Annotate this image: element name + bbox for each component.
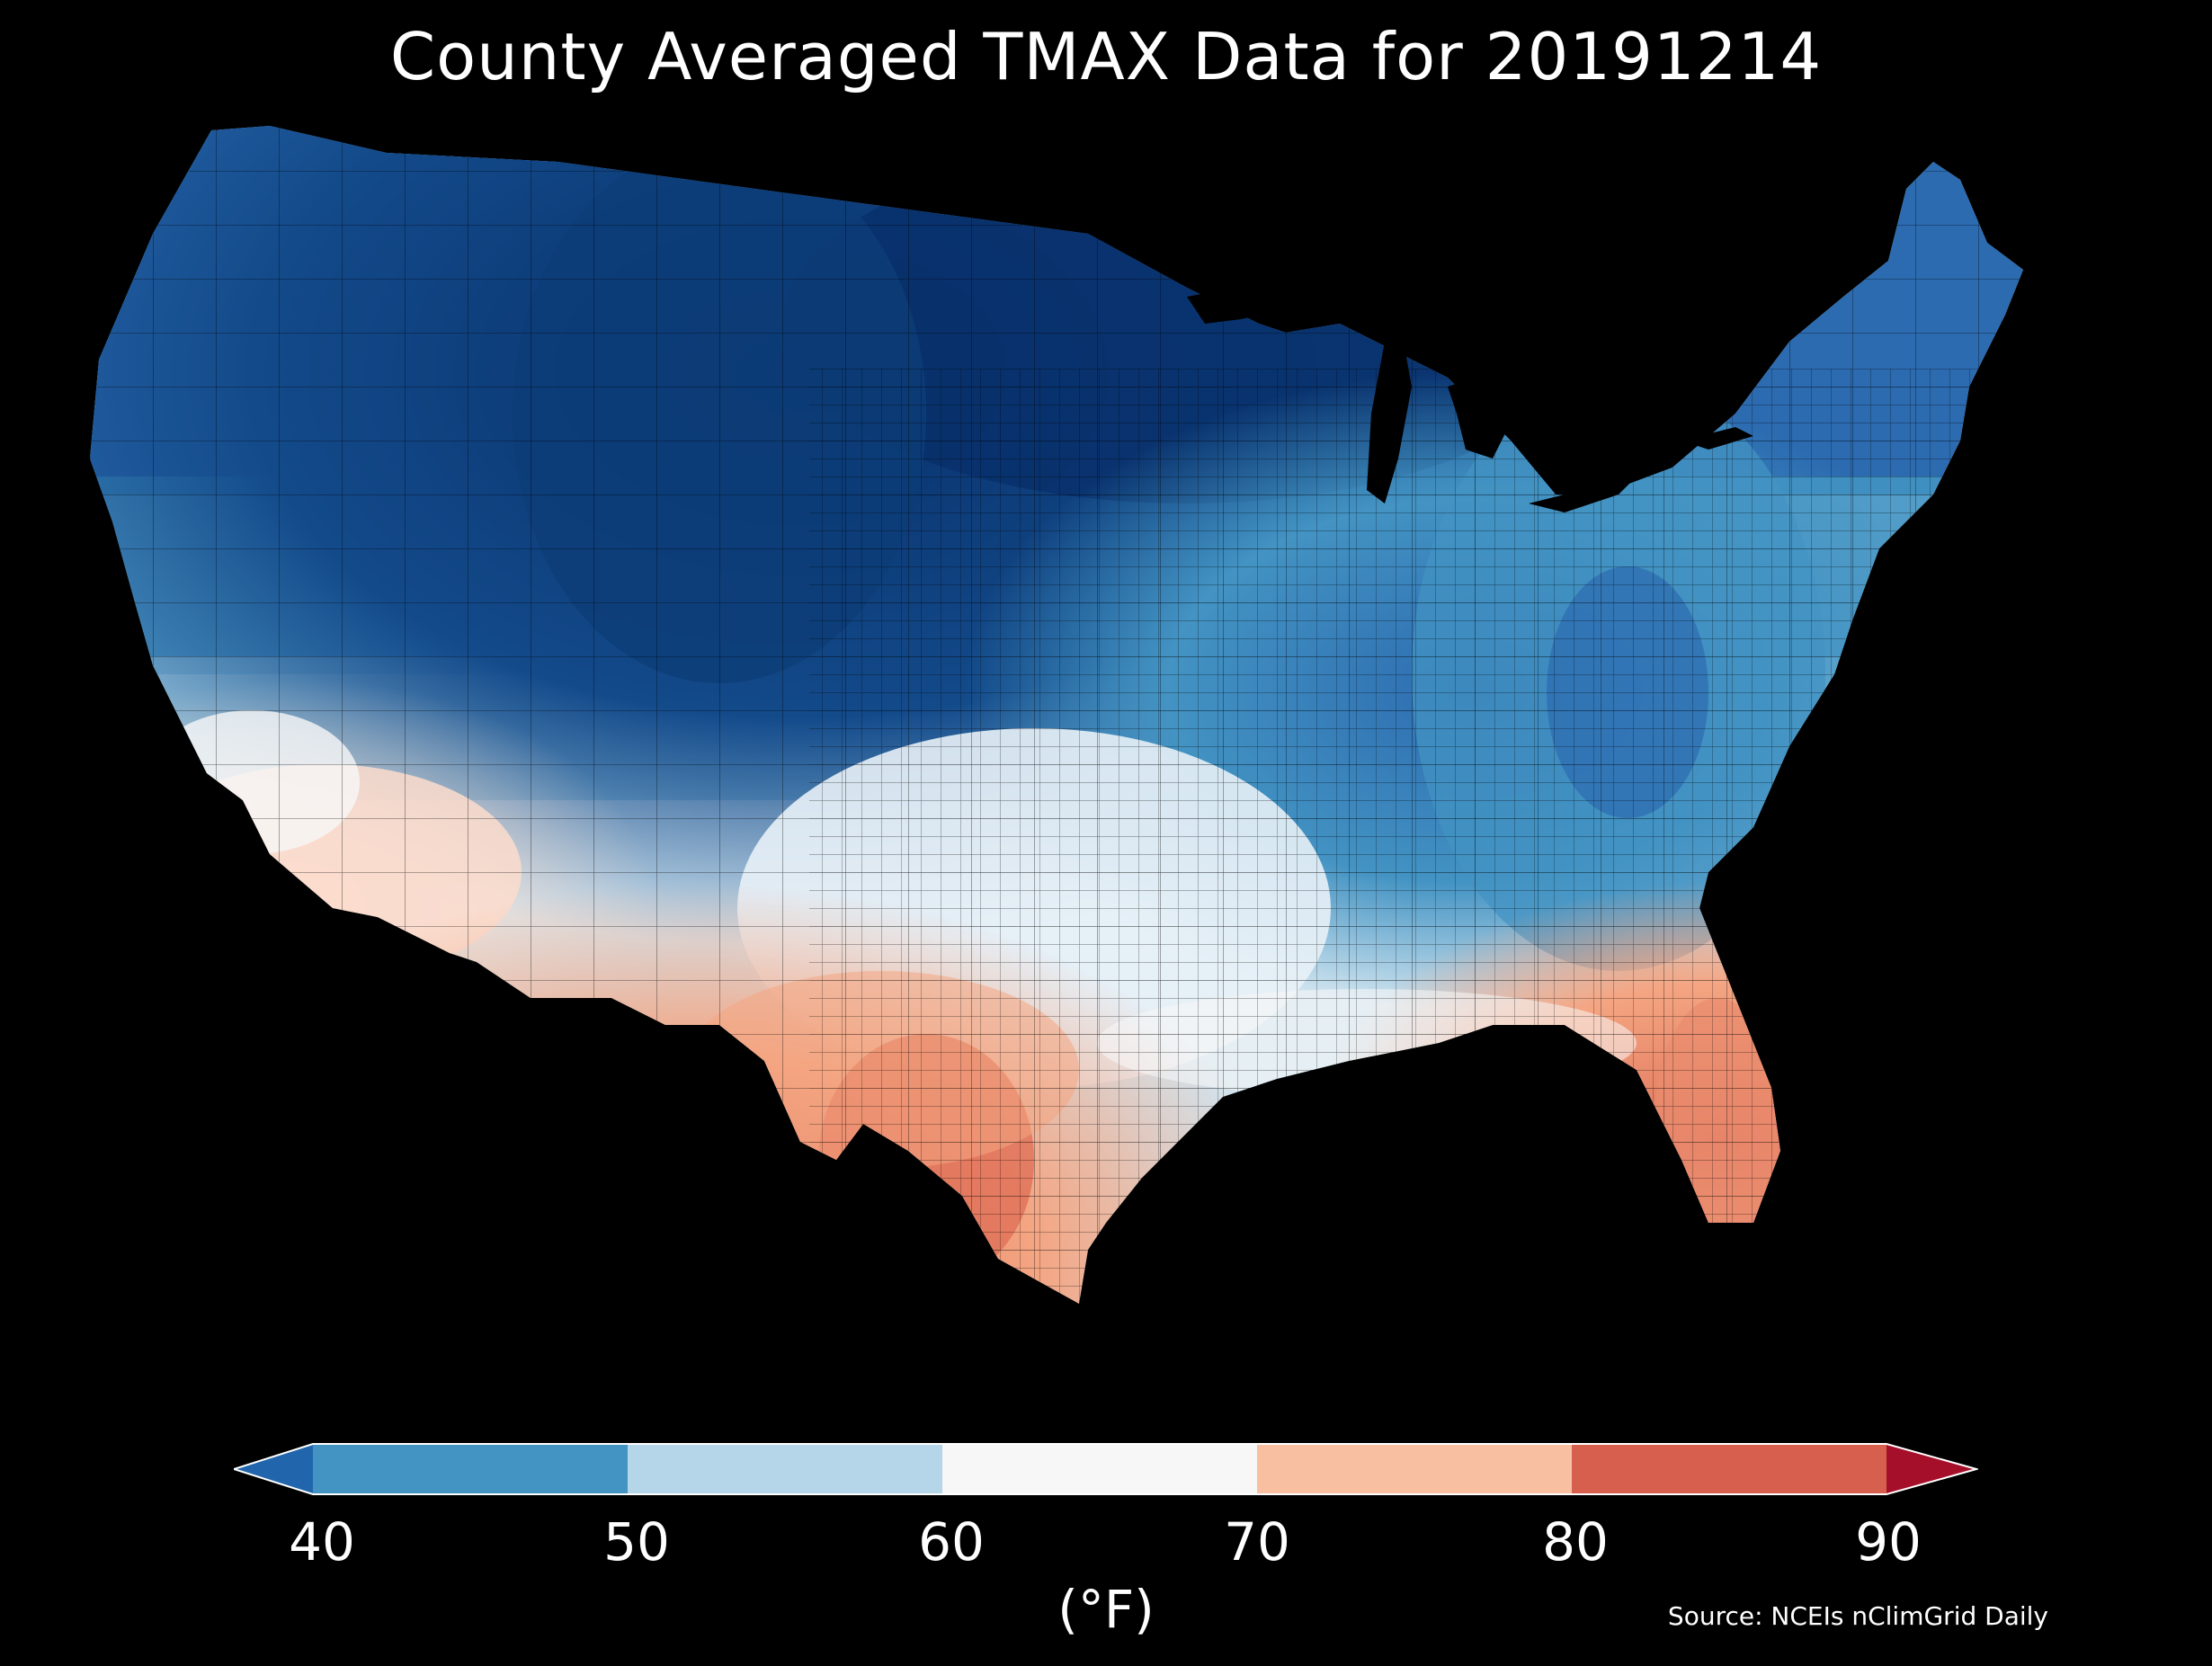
- colorbar-unit-label: (°F): [1057, 1579, 1155, 1640]
- colorbar-extend-high: [1886, 1444, 1976, 1494]
- colorbar-tick-label: 40: [289, 1511, 355, 1572]
- lake-huron: [1448, 378, 1511, 459]
- lake-erie: [1529, 477, 1637, 512]
- colorbar: [234, 1442, 1978, 1496]
- source-credit: Source: NCEIs nClimGrid Daily: [1667, 1601, 2048, 1631]
- lake-ontario: [1681, 427, 1753, 450]
- colorbar-segment-40-50: [313, 1444, 628, 1494]
- map-title: County Averaged TMAX Data for 20191214: [389, 19, 1823, 94]
- colorbar-tick-label: 50: [603, 1511, 670, 1572]
- lake-superior: [1187, 283, 1349, 324]
- colorbar-segment-60-70: [942, 1444, 1257, 1494]
- colorbar-tick-label: 80: [1542, 1511, 1609, 1572]
- colorbar-segment-80-90: [1572, 1444, 1886, 1494]
- colorbar-tick-label: 70: [1224, 1511, 1290, 1572]
- colorbar-segment-70-80: [1257, 1444, 1572, 1494]
- lake-michigan: [1367, 337, 1412, 503]
- choropleth-map: [90, 117, 2122, 1394]
- colorbar-extend-low: [234, 1444, 313, 1494]
- colorbar-tick-label: 60: [918, 1511, 985, 1572]
- colorbar-segment-50-60: [628, 1444, 942, 1494]
- colorbar-tick-label: 90: [1855, 1511, 1922, 1572]
